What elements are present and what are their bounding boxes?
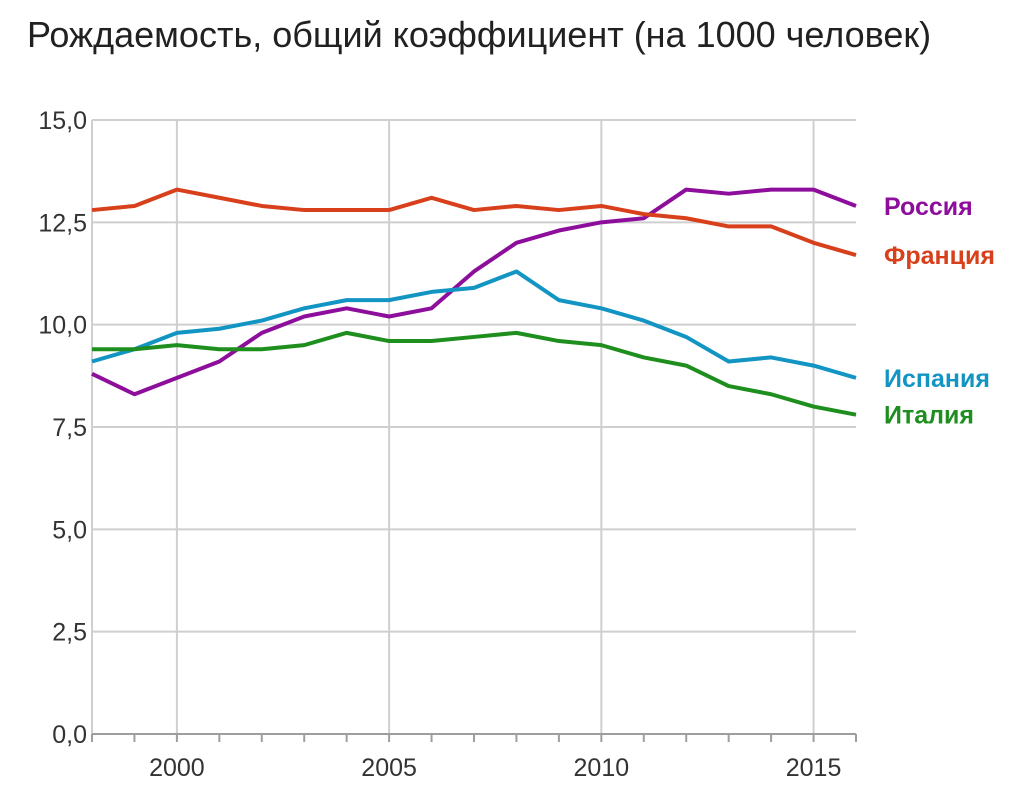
data-point bbox=[89, 359, 95, 365]
data-point bbox=[301, 342, 307, 348]
series-line bbox=[92, 330, 857, 417]
data-point bbox=[301, 313, 307, 319]
data-point bbox=[429, 289, 435, 295]
grid bbox=[92, 119, 856, 735]
data-point bbox=[513, 268, 519, 274]
data-point bbox=[598, 203, 604, 209]
y-tick-label: 7,5 bbox=[52, 414, 87, 442]
data-point bbox=[726, 191, 732, 197]
series-label: Россия bbox=[884, 193, 973, 221]
data-point bbox=[513, 330, 519, 336]
data-point bbox=[811, 240, 817, 246]
data-point bbox=[683, 363, 689, 369]
x-tick-label: 2010 bbox=[574, 754, 630, 782]
data-point bbox=[89, 346, 95, 352]
data-point bbox=[513, 240, 519, 246]
series-line bbox=[91, 269, 857, 380]
data-point bbox=[259, 203, 265, 209]
data-point bbox=[513, 203, 519, 209]
data-point bbox=[556, 338, 562, 344]
data-point bbox=[471, 285, 477, 291]
data-point bbox=[131, 203, 137, 209]
y-tick-label: 15,0 bbox=[38, 107, 87, 135]
data-point bbox=[726, 359, 732, 365]
series-label: Италия bbox=[884, 402, 974, 430]
data-point bbox=[89, 371, 95, 377]
series-line bbox=[91, 187, 857, 258]
data-point bbox=[174, 375, 180, 381]
data-point bbox=[174, 187, 180, 193]
series-labels: Россия Франция Испания Италия bbox=[884, 193, 995, 430]
axes: 0,0 2,5 5,0 7,5 10,0 12,5 15,0 2000 2005 2010 2015 bbox=[38, 107, 857, 782]
y-tick-label: 12,5 bbox=[38, 209, 87, 237]
chart-title: Рождаемость, общий коэффициент (на 1000 … bbox=[27, 14, 932, 55]
data-point bbox=[853, 412, 859, 418]
data-point bbox=[598, 219, 604, 225]
y-tick-label: 2,5 bbox=[52, 619, 87, 647]
data-point bbox=[853, 252, 859, 258]
data-point bbox=[344, 330, 350, 336]
x-tick-label: 2000 bbox=[149, 754, 205, 782]
data-point bbox=[301, 305, 307, 311]
data-point bbox=[811, 404, 817, 410]
data-point bbox=[768, 354, 774, 360]
data-point bbox=[174, 342, 180, 348]
data-point bbox=[344, 305, 350, 311]
data-point bbox=[344, 297, 350, 303]
series-label: Испания bbox=[884, 365, 990, 393]
data-point bbox=[641, 211, 647, 217]
data-point bbox=[89, 207, 95, 213]
data-point bbox=[301, 207, 307, 213]
data-point bbox=[853, 375, 859, 381]
data-point bbox=[683, 215, 689, 221]
data-point bbox=[768, 187, 774, 193]
data-point bbox=[429, 338, 435, 344]
data-point bbox=[386, 297, 392, 303]
data-point bbox=[768, 391, 774, 397]
data-point bbox=[386, 338, 392, 344]
data-point bbox=[429, 305, 435, 311]
data-point bbox=[853, 203, 859, 209]
data-point bbox=[726, 223, 732, 229]
data-point bbox=[683, 187, 689, 193]
data-point bbox=[641, 318, 647, 324]
data-point bbox=[641, 354, 647, 360]
data-point bbox=[131, 346, 137, 352]
data-point bbox=[471, 334, 477, 340]
data-point bbox=[259, 346, 265, 352]
data-point bbox=[429, 195, 435, 201]
data-point bbox=[811, 187, 817, 193]
y-tick-label: 10,0 bbox=[38, 312, 87, 340]
data-point bbox=[556, 297, 562, 303]
data-point bbox=[811, 363, 817, 369]
data-point bbox=[216, 195, 222, 201]
data-point bbox=[131, 391, 137, 397]
data-point bbox=[598, 342, 604, 348]
series-line bbox=[91, 187, 857, 397]
data-point bbox=[471, 207, 477, 213]
data-point bbox=[598, 305, 604, 311]
data-point bbox=[471, 268, 477, 274]
series-label: Франция bbox=[884, 242, 995, 270]
data-point bbox=[386, 207, 392, 213]
data-point bbox=[216, 346, 222, 352]
y-tick-label: 5,0 bbox=[52, 516, 87, 544]
series-lines bbox=[89, 187, 859, 418]
data-point bbox=[174, 330, 180, 336]
x-tick-label: 2005 bbox=[361, 754, 417, 782]
data-point bbox=[216, 359, 222, 365]
data-point bbox=[726, 383, 732, 389]
data-point bbox=[216, 326, 222, 332]
data-point bbox=[556, 207, 562, 213]
data-point bbox=[556, 228, 562, 234]
y-tick-label: 0,0 bbox=[52, 721, 87, 749]
x-tick-label: 2015 bbox=[786, 754, 842, 782]
data-point bbox=[344, 207, 350, 213]
data-point bbox=[386, 313, 392, 319]
data-point bbox=[768, 223, 774, 229]
data-point bbox=[259, 330, 265, 336]
data-point bbox=[259, 318, 265, 324]
data-point bbox=[683, 334, 689, 340]
